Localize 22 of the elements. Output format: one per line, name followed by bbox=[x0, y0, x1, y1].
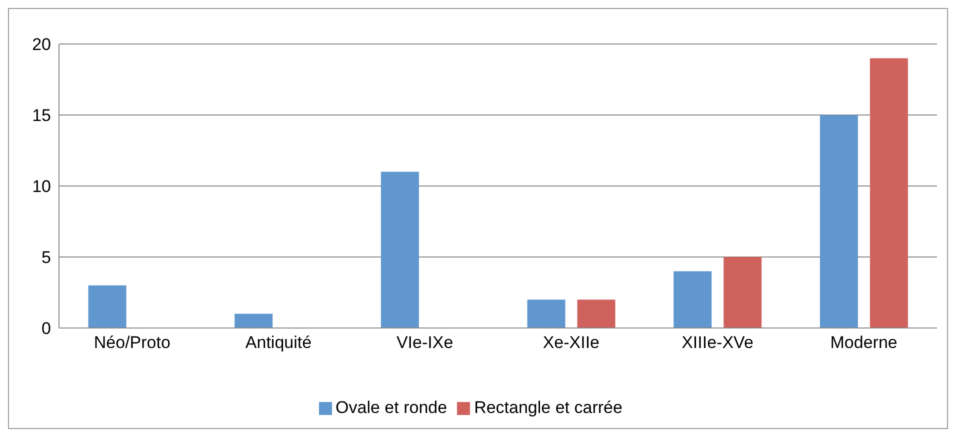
x-tick-label: Néo/Proto bbox=[94, 333, 170, 352]
y-tick-label: 10 bbox=[32, 177, 51, 196]
legend-label: Ovale et ronde bbox=[336, 398, 448, 417]
y-tick-label: 20 bbox=[32, 35, 51, 54]
bar bbox=[577, 300, 616, 328]
bar bbox=[870, 58, 908, 328]
y-tick-label: 5 bbox=[42, 248, 51, 268]
bar bbox=[724, 257, 762, 328]
bar bbox=[234, 314, 273, 328]
bar bbox=[820, 115, 858, 328]
y-tick-label: 15 bbox=[32, 106, 51, 126]
bar bbox=[674, 271, 712, 328]
x-tick-label: Antiquité bbox=[245, 333, 312, 352]
x-tick-label: Moderne bbox=[830, 333, 898, 352]
x-tick-label: Xe-XIIe bbox=[542, 333, 600, 352]
bar bbox=[88, 285, 126, 328]
legend-label: Rectangle et carrée bbox=[474, 398, 622, 417]
x-tick-label: XIIIe-XVe bbox=[682, 333, 754, 352]
bar bbox=[527, 300, 566, 328]
x-tick-label: VIe-IXe bbox=[396, 333, 454, 352]
y-tick-label: 0 bbox=[42, 319, 51, 338]
bar bbox=[380, 172, 419, 328]
